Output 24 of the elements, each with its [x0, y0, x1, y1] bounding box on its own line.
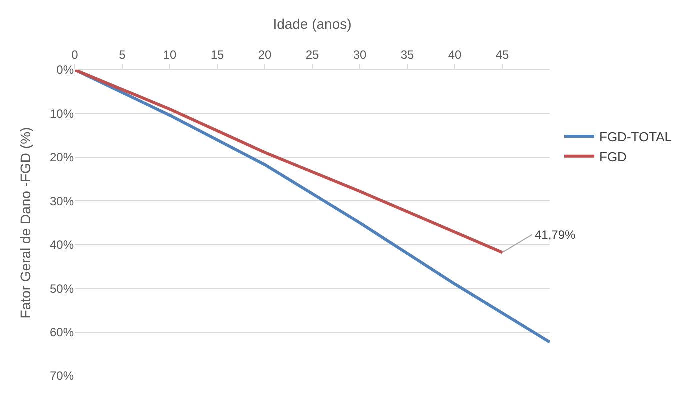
- x-tick-label: 40: [448, 48, 462, 62]
- x-tick-label: 5: [119, 48, 126, 62]
- y-tick-label: 0%: [56, 63, 74, 78]
- x-tick-label: 30: [353, 48, 367, 62]
- x-tick-label: 0: [72, 48, 79, 62]
- y-tick-label: 10%: [50, 106, 74, 121]
- x-tick-label: 25: [306, 48, 320, 62]
- y-tick-label: 70%: [50, 369, 74, 384]
- legend-label: FGD-TOTAL: [600, 130, 672, 145]
- x-tick-label: 45: [496, 48, 510, 62]
- y-tick-label: 40%: [50, 238, 74, 252]
- legend-label: FGD: [600, 149, 627, 164]
- x-tick-label: 15: [210, 48, 224, 62]
- y-tick-label: 30%: [50, 194, 74, 208]
- x-tick-label: 20: [258, 48, 272, 62]
- y-tick-label: 50%: [50, 282, 74, 296]
- x-tick-label: 10: [163, 48, 177, 62]
- x-axis-title: Idade (anos): [273, 16, 352, 32]
- line-series: [75, 70, 504, 254]
- x-tick-label: 35: [400, 48, 414, 62]
- y-axis-title: Fator Geral de Dano -FGD (%): [18, 127, 34, 319]
- y-tick-label: 60%: [50, 325, 74, 340]
- annotation: 41,79%: [535, 228, 576, 242]
- y-tick-label: 20%: [50, 150, 74, 165]
